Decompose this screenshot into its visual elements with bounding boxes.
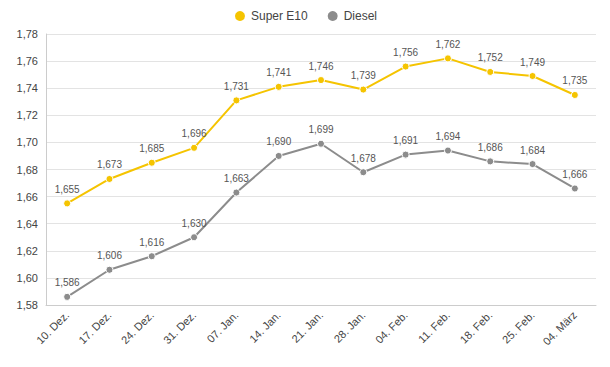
svg-text:14. Jan.: 14. Jan. xyxy=(247,309,283,345)
svg-text:31. Dez.: 31. Dez. xyxy=(161,309,198,346)
svg-text:1,735: 1,735 xyxy=(562,75,587,86)
svg-text:24. Dez.: 24. Dez. xyxy=(119,309,156,346)
svg-text:1,746: 1,746 xyxy=(308,61,333,72)
svg-text:17. Dez.: 17. Dez. xyxy=(76,309,113,346)
svg-text:1,731: 1,731 xyxy=(224,81,249,92)
svg-text:1,74: 1,74 xyxy=(17,82,38,94)
svg-text:1,666: 1,666 xyxy=(562,169,587,180)
svg-text:25. Feb.: 25. Feb. xyxy=(500,309,537,346)
svg-text:1,66: 1,66 xyxy=(17,191,38,203)
svg-text:07. Jan.: 07. Jan. xyxy=(204,309,240,345)
svg-text:1,663: 1,663 xyxy=(224,173,249,184)
svg-text:1,68: 1,68 xyxy=(17,164,38,176)
svg-text:1,673: 1,673 xyxy=(97,159,122,170)
svg-text:1,690: 1,690 xyxy=(266,136,291,147)
svg-text:1,762: 1,762 xyxy=(435,39,460,50)
svg-text:18. Feb.: 18. Feb. xyxy=(457,309,494,346)
svg-text:Diesel: Diesel xyxy=(344,9,377,23)
svg-text:1,749: 1,749 xyxy=(520,57,545,68)
svg-text:1,70: 1,70 xyxy=(17,136,38,148)
svg-text:1,678: 1,678 xyxy=(351,153,376,164)
svg-text:1,685: 1,685 xyxy=(139,143,164,154)
svg-text:1,691: 1,691 xyxy=(393,135,418,146)
svg-text:1,756: 1,756 xyxy=(393,47,418,58)
svg-text:1,655: 1,655 xyxy=(55,184,80,195)
svg-text:1,739: 1,739 xyxy=(351,70,376,81)
svg-text:Super E10: Super E10 xyxy=(251,9,308,23)
svg-text:10. Dez.: 10. Dez. xyxy=(34,309,71,346)
svg-text:04. Feb.: 04. Feb. xyxy=(373,309,410,346)
svg-text:1,78: 1,78 xyxy=(17,28,38,40)
svg-text:1,630: 1,630 xyxy=(182,218,207,229)
svg-text:1,684: 1,684 xyxy=(520,145,545,156)
svg-text:1,58: 1,58 xyxy=(17,299,38,311)
svg-text:1,64: 1,64 xyxy=(17,218,38,230)
svg-text:1,741: 1,741 xyxy=(266,67,291,78)
svg-text:1,62: 1,62 xyxy=(17,245,38,257)
svg-text:1,60: 1,60 xyxy=(17,272,38,284)
svg-text:1,694: 1,694 xyxy=(435,131,460,142)
svg-text:11. Feb.: 11. Feb. xyxy=(416,309,452,345)
svg-text:21. Jan.: 21. Jan. xyxy=(289,309,325,345)
svg-text:28. Jan.: 28. Jan. xyxy=(331,309,367,345)
svg-text:1,699: 1,699 xyxy=(308,124,333,135)
svg-text:04. März: 04. März xyxy=(540,309,579,348)
svg-text:1,76: 1,76 xyxy=(17,55,38,67)
svg-text:1,72: 1,72 xyxy=(17,109,38,121)
svg-text:1,586: 1,586 xyxy=(55,277,80,288)
svg-text:1,696: 1,696 xyxy=(182,128,207,139)
svg-text:1,606: 1,606 xyxy=(97,250,122,261)
svg-text:1,752: 1,752 xyxy=(478,52,503,63)
svg-text:1,616: 1,616 xyxy=(139,237,164,248)
svg-text:1,686: 1,686 xyxy=(478,142,503,153)
